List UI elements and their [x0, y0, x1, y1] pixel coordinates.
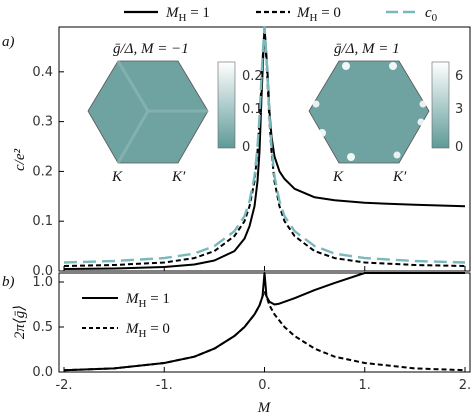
y-tick-label: 0.5	[32, 320, 53, 335]
y-tick-label: 0.0	[32, 365, 53, 380]
legend-label-mh0: MH = 0	[296, 5, 341, 24]
panel-b-x-ticks: -2. -1. 0. 1. 2.	[55, 266, 471, 393]
y-tick-label: 0.0	[32, 264, 53, 279]
series-line-0	[63, 272, 465, 372]
panel-b-label: b)	[2, 274, 15, 290]
legend-panel-b: MH = 1 MH = 0	[82, 291, 170, 340]
legend-b-label-mh1: MH = 1	[125, 291, 170, 310]
legend-b-label-mh0: MH = 0	[125, 321, 170, 340]
inset-1-corner-kprime: K′	[171, 169, 186, 185]
inset-2-cbar-tick-top: 6	[455, 69, 463, 84]
inset-1-colorbar	[217, 61, 236, 149]
inset-2-cbar-tick-bottom: 0	[455, 140, 463, 155]
x-tick-label: -1.	[156, 378, 173, 393]
y-tick-label: 0.2	[32, 164, 53, 179]
legend-entry-c0: c0	[386, 5, 438, 24]
panel-a-y-label: c/e²	[12, 149, 28, 171]
panel-a-y-ticks: 0.0 0.1 0.2 0.3 0.4	[32, 65, 64, 279]
y-tick-label: 0.3	[32, 115, 53, 130]
inset-2-cbar-tick-mid: 3	[455, 102, 463, 117]
series-line-2	[63, 25, 466, 264]
hotspot	[342, 62, 350, 70]
inset-2-hotspots	[312, 62, 427, 161]
hotspot	[419, 100, 427, 108]
series-line-1	[63, 290, 466, 372]
panel-b-x-label: M	[257, 400, 272, 416]
inset-1-cbar-tick-top: 0.2	[242, 69, 263, 84]
panel-b: b) 0.0 0.5 1.0 -2. -1. 0. 1. 2. 2π⟨ḡ⟩ M MH = 1…	[2, 266, 471, 416]
hotspot	[318, 129, 326, 137]
x-tick-label: 1.	[359, 378, 371, 393]
inset-2-title: ḡ/Δ, M = 1	[334, 41, 400, 57]
panel-b-frame	[58, 272, 471, 373]
inset-2-corner-kprime: K′	[392, 169, 407, 185]
panel-b-y-ticks: 0.0 0.5 1.0	[32, 275, 64, 380]
hotspot	[312, 100, 320, 108]
inset-1-cbar-tick-bottom: 0	[242, 140, 250, 155]
x-tick-label: -2.	[55, 378, 72, 393]
panel-b-series	[63, 272, 466, 372]
legend-entry-mh1: MH = 1	[124, 5, 210, 24]
panel-b-y-label: 2π⟨ḡ⟩	[12, 305, 28, 339]
inset-1-cbar-tick-mid: 0.1	[242, 102, 263, 117]
legend-top: MH = 1 MH = 0 c0	[124, 5, 438, 24]
legend-b-entry-mh1: MH = 1	[82, 291, 170, 310]
x-tick-label: 0.	[258, 378, 270, 393]
hotspot	[347, 153, 355, 161]
inset-2-colorbar	[431, 61, 450, 149]
inset-2-hexagon	[308, 60, 430, 164]
hotspot	[417, 118, 425, 126]
panel-a-label: a)	[2, 34, 15, 50]
legend-entry-mh0: MH = 0	[256, 5, 341, 24]
inset-1-corner-k: K	[111, 169, 123, 185]
legend-label-c0: c0	[425, 5, 438, 24]
inset-2-corner-k: K	[332, 169, 344, 185]
legend-b-entry-mh0: MH = 0	[82, 321, 170, 340]
legend-label-mh1: MH = 1	[165, 5, 210, 24]
y-tick-label: 1.0	[32, 275, 53, 290]
inset-1-shading	[116, 60, 208, 164]
x-tick-label: 2.	[459, 378, 471, 393]
panel-a-series	[63, 25, 466, 270]
panel-a: a) 0.0 0.1 0.2 0.3 0.4 c/e² ḡ/Δ, M = −1 K K′…	[2, 25, 471, 279]
inset-m-plus-1: ḡ/Δ, M = 1 K K′ 6 3 0	[308, 41, 463, 185]
y-tick-label: 0.4	[32, 65, 53, 80]
hotspot	[393, 151, 401, 159]
inset-m-minus-1: ḡ/Δ, M = −1 K K′ 0.2 0.1 0	[87, 41, 263, 185]
hotspot	[389, 62, 397, 70]
y-tick-label: 0.1	[32, 214, 53, 229]
inset-1-title: ḡ/Δ, M = −1	[113, 41, 189, 57]
